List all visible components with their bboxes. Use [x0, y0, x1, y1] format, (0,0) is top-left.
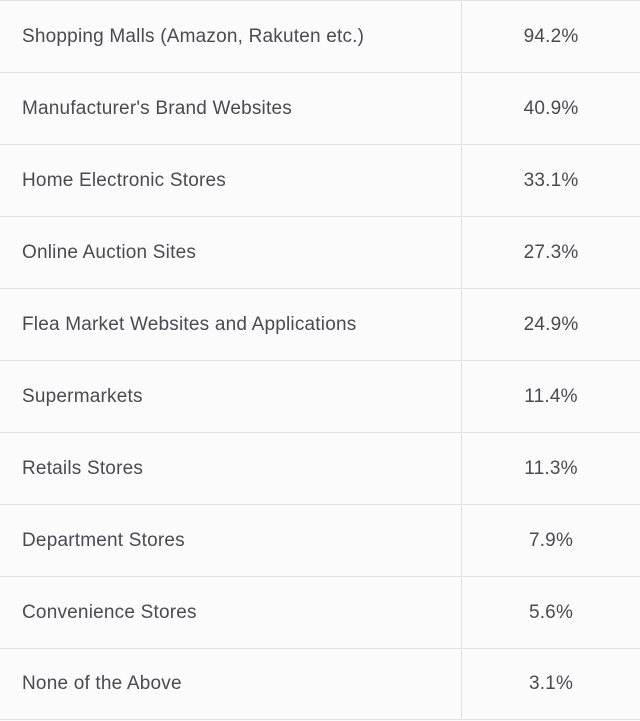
row-value: 5.6% — [462, 577, 640, 648]
row-label: Flea Market Websites and Applications — [0, 289, 462, 360]
row-label: Home Electronic Stores — [0, 145, 462, 216]
row-label: Retails Stores — [0, 433, 462, 504]
table-row: Shopping Malls (Amazon, Rakuten etc.) 94… — [0, 0, 640, 72]
table-row: Retails Stores 11.3% — [0, 432, 640, 504]
row-value: 24.9% — [462, 289, 640, 360]
row-label: Convenience Stores — [0, 577, 462, 648]
table-row: Department Stores 7.9% — [0, 504, 640, 576]
table-row: Convenience Stores 5.6% — [0, 576, 640, 648]
row-value: 11.3% — [462, 433, 640, 504]
row-label: Manufacturer's Brand Websites — [0, 73, 462, 144]
row-value: 7.9% — [462, 505, 640, 576]
row-label: Department Stores — [0, 505, 462, 576]
row-label: None of the Above — [0, 649, 462, 719]
row-label: Online Auction Sites — [0, 217, 462, 288]
row-value: 3.1% — [462, 649, 640, 719]
data-table: Shopping Malls (Amazon, Rakuten etc.) 94… — [0, 0, 640, 720]
row-value: 27.3% — [462, 217, 640, 288]
table-row: Home Electronic Stores 33.1% — [0, 144, 640, 216]
table-row: Flea Market Websites and Applications 24… — [0, 288, 640, 360]
table-row: Supermarkets 11.4% — [0, 360, 640, 432]
row-value: 40.9% — [462, 73, 640, 144]
table-row: Online Auction Sites 27.3% — [0, 216, 640, 288]
row-value: 33.1% — [462, 145, 640, 216]
row-label: Supermarkets — [0, 361, 462, 432]
row-label: Shopping Malls (Amazon, Rakuten etc.) — [0, 1, 462, 72]
row-value: 11.4% — [462, 361, 640, 432]
table-row: Manufacturer's Brand Websites 40.9% — [0, 72, 640, 144]
row-value: 94.2% — [462, 1, 640, 72]
table-row: None of the Above 3.1% — [0, 648, 640, 720]
